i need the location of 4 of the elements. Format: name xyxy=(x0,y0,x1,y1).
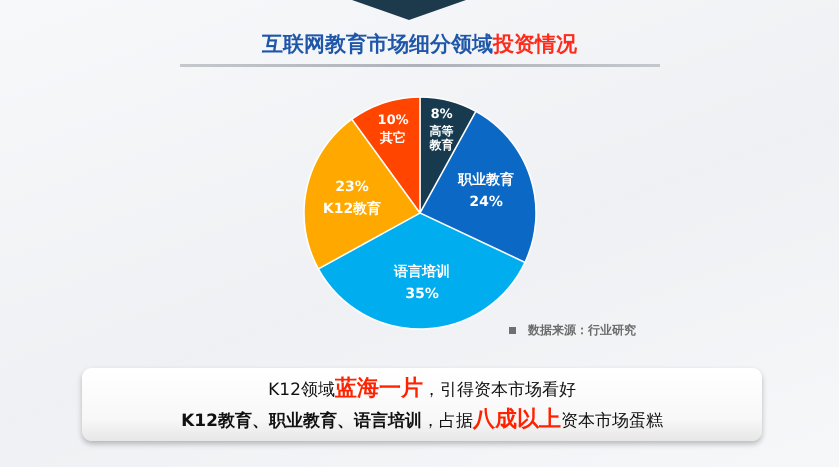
annotation: 数据来源：行业研究 xyxy=(528,322,636,339)
title: 互联网教育市场细分领域投资情况 xyxy=(261,31,578,58)
annotation: K12教育、职业教育、语言培训，占据八成以上资本市场蛋糕 xyxy=(180,406,664,434)
annotation: K12领域蓝海一片，引得资本市场看好 xyxy=(267,375,577,403)
